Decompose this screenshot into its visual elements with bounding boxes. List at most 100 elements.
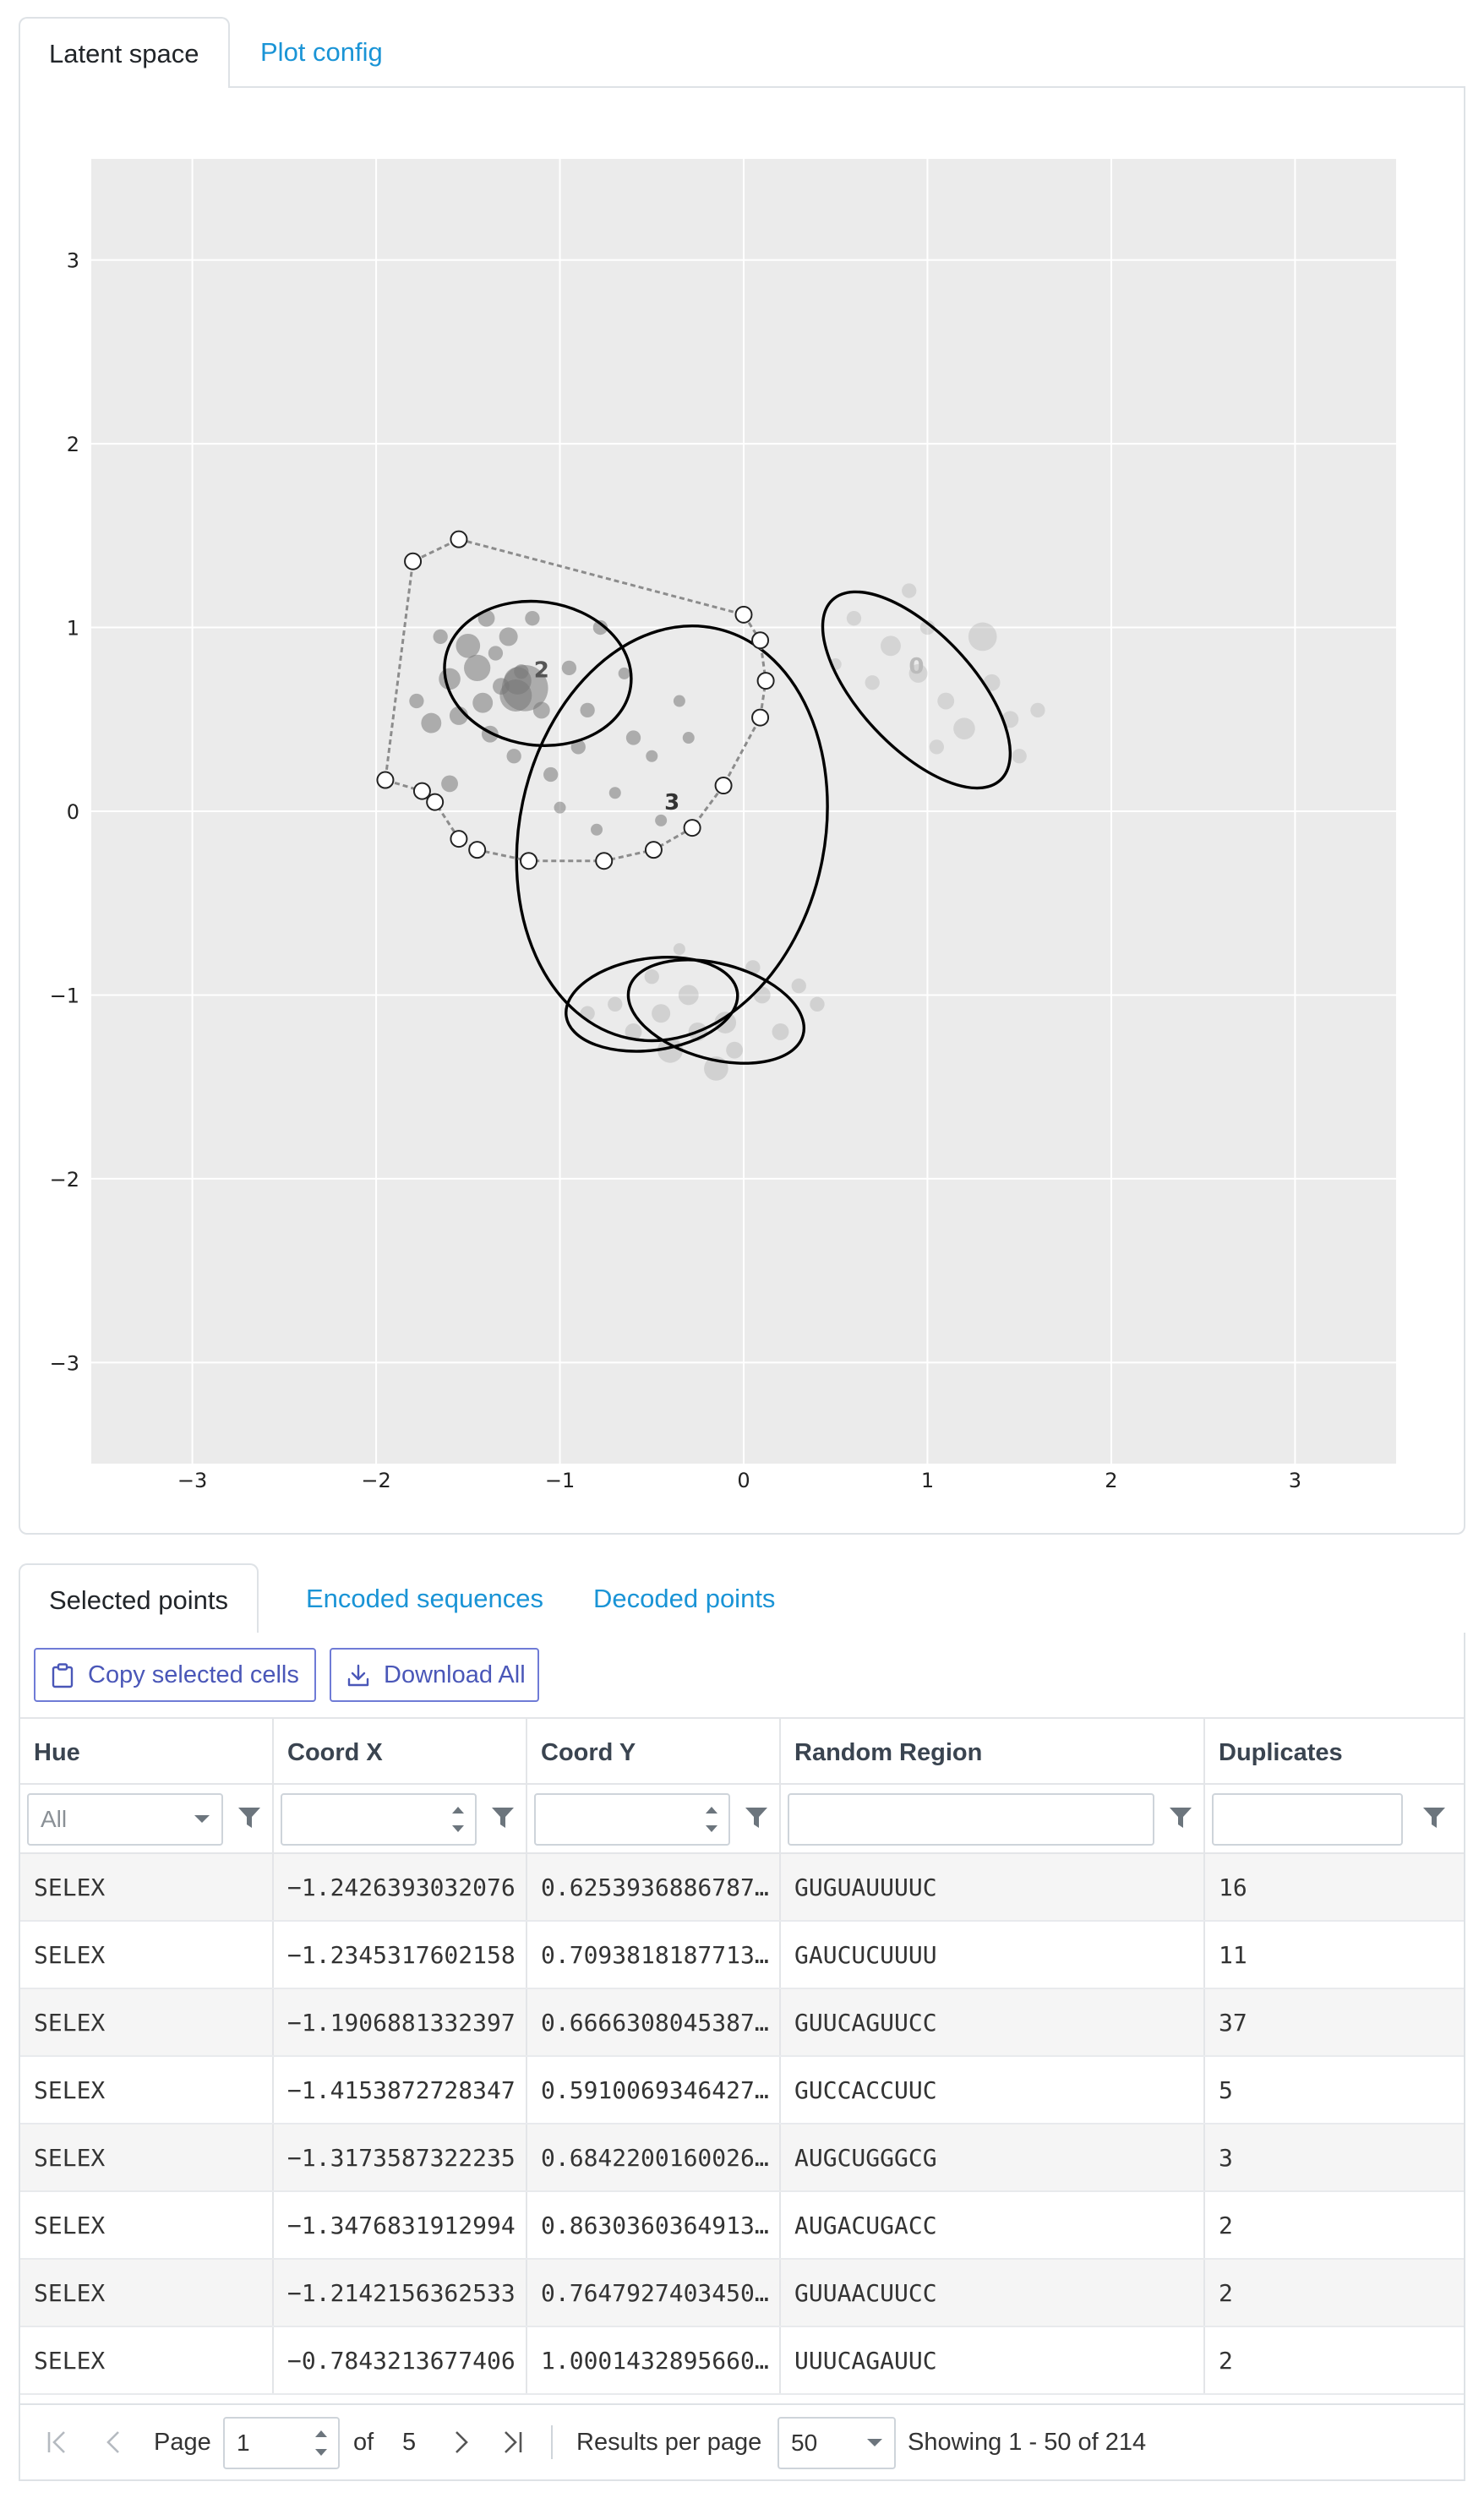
filter-icon[interactable] (490, 1805, 516, 1830)
data-point[interactable] (929, 739, 944, 755)
cell-hue[interactable]: SELEX (20, 2192, 274, 2258)
data-point[interactable] (652, 1004, 671, 1023)
data-point[interactable] (908, 663, 928, 683)
data-point[interactable] (570, 739, 586, 755)
cell-coord-y[interactable]: 0.709381818771362 (527, 1922, 781, 1988)
spinner-arrows-icon[interactable] (313, 2426, 330, 2460)
cell-duplicates[interactable]: 11 (1219, 1941, 1247, 1969)
coord-y-filter-input[interactable] (534, 1793, 730, 1846)
data-point[interactable] (591, 823, 603, 836)
filter-icon[interactable] (744, 1805, 769, 1830)
column-header-coord-y[interactable]: Coord Y (527, 1719, 781, 1785)
cell-duplicates[interactable]: 2 (1219, 2212, 1233, 2239)
data-point[interactable] (678, 984, 699, 1006)
cell-random-region[interactable]: AUGCUGGGCG (781, 2124, 1205, 2190)
lasso-vertex-handle[interactable] (751, 708, 770, 727)
data-point[interactable] (608, 787, 621, 799)
results-per-page-select[interactable]: 50 (777, 2417, 896, 2469)
data-point[interactable] (902, 583, 917, 598)
page-number-input[interactable]: 1 (223, 2417, 340, 2469)
data-point[interactable] (625, 1023, 642, 1040)
cell-duplicates[interactable]: 3 (1219, 2144, 1233, 2172)
cell-duplicates[interactable]: 5 (1219, 2076, 1233, 2104)
lasso-vertex-handle[interactable] (404, 552, 423, 570)
cell-hue[interactable]: SELEX (20, 2327, 274, 2393)
tab-plot-config[interactable]: Plot config (260, 37, 383, 67)
data-point[interactable] (644, 969, 659, 984)
data-point[interactable] (673, 695, 685, 707)
table-row[interactable]: SELEX −1.3173587322235 0.684220016002655 AU… (20, 2124, 1464, 2192)
last-page-icon[interactable] (499, 2429, 526, 2456)
lasso-vertex-handle[interactable] (412, 782, 431, 800)
first-page-icon[interactable] (44, 2429, 71, 2456)
data-point[interactable] (810, 996, 825, 1012)
data-point[interactable] (472, 692, 494, 713)
column-header-random-region[interactable]: Random Region (781, 1719, 1205, 1785)
data-point[interactable] (561, 660, 577, 676)
cell-coord-x[interactable]: −1.1906881332397 (274, 1989, 527, 2055)
cell-coord-x[interactable]: −1.2142156362533 (274, 2260, 527, 2326)
data-point[interactable] (608, 996, 623, 1012)
lasso-vertex-handle[interactable] (714, 777, 733, 795)
data-point[interactable] (488, 646, 504, 661)
data-point[interactable] (441, 775, 458, 793)
data-point[interactable] (543, 766, 559, 783)
cell-duplicates[interactable]: 16 (1219, 1874, 1247, 1901)
data-point[interactable] (477, 609, 495, 627)
data-point[interactable] (456, 633, 481, 658)
data-point[interactable] (501, 664, 548, 712)
cell-hue[interactable]: SELEX (20, 1854, 274, 1920)
table-row[interactable]: SELEX −1.3476831912994 0.863036036491394 AU… (20, 2192, 1464, 2260)
cell-coord-y[interactable]: 0.591006934642791 (527, 2057, 781, 2123)
data-point[interactable] (953, 717, 975, 739)
data-point[interactable] (421, 712, 442, 734)
data-point[interactable] (791, 978, 806, 994)
table-row[interactable]: SELEX −1.4153872728347 0.591006934642791 GU… (20, 2057, 1464, 2124)
cell-duplicates[interactable]: 2 (1219, 2347, 1233, 2375)
latent-space-scatter-plot[interactable]: 2 3 0 −3 −2 −1 0 1 2 3 −3 −2 −1 0 1 2 3 (20, 88, 1464, 1531)
duplicates-filter-input[interactable] (1212, 1793, 1403, 1846)
cell-random-region[interactable]: GUCCACCUUC (781, 2057, 1205, 2123)
cell-random-region[interactable]: GUGUAUUUUC (781, 1854, 1205, 1920)
cell-coord-x[interactable]: −1.4153872728347 (274, 2057, 527, 2123)
lasso-vertex-handle[interactable] (450, 530, 468, 548)
data-point[interactable] (493, 678, 510, 695)
data-point[interactable] (580, 702, 595, 718)
lasso-vertex-handle[interactable] (751, 631, 770, 650)
data-point[interactable] (881, 635, 901, 657)
table-row[interactable]: SELEX −1.2426393032076 0.625393688678741 GU… (20, 1854, 1464, 1922)
cell-coord-x[interactable]: −1.2345317602158 (274, 1922, 527, 1988)
cell-hue[interactable]: SELEX (20, 1989, 274, 2055)
cell-coord-y[interactable]: 0.863036036491394 (527, 2192, 781, 2258)
cell-duplicates[interactable]: 2 (1219, 2279, 1233, 2307)
data-point[interactable] (655, 814, 668, 826)
data-point[interactable] (625, 730, 641, 745)
coord-x-filter-input[interactable] (281, 1793, 477, 1846)
table-row[interactable]: SELEX −0.7843213677406 1.000143289566040 UU… (20, 2327, 1464, 2395)
cell-random-region[interactable]: GAUCUCUUUU (781, 1922, 1205, 1988)
data-point[interactable] (846, 611, 862, 626)
lasso-vertex-handle[interactable] (734, 605, 753, 624)
tab-encoded-sequences[interactable]: Encoded sequences (306, 1584, 543, 1613)
filter-icon[interactable] (237, 1805, 262, 1830)
data-point[interactable] (592, 619, 608, 635)
lasso-vertex-handle[interactable] (644, 841, 663, 859)
cell-coord-x[interactable]: −1.3173587322235 (274, 2124, 527, 2190)
cell-hue[interactable]: SELEX (20, 2124, 274, 2190)
data-point[interactable] (618, 667, 630, 679)
cell-random-region[interactable]: AUGACUGACC (781, 2192, 1205, 2258)
cell-coord-y[interactable]: 0.666630804538726 (527, 1989, 781, 2055)
spinner-arrows-icon[interactable] (450, 1803, 466, 1836)
data-point[interactable] (646, 750, 658, 762)
data-point[interactable] (1012, 749, 1027, 764)
cell-coord-x[interactable]: −1.2426393032076 (274, 1854, 527, 1920)
hue-filter-select[interactable]: All (27, 1793, 223, 1846)
data-point[interactable] (726, 1041, 744, 1059)
data-point[interactable] (682, 732, 695, 744)
cell-coord-y[interactable]: 0.684220016002655 (527, 2124, 781, 2190)
lasso-vertex-handle[interactable] (756, 672, 775, 690)
cell-coord-y[interactable]: 1.000143289566040 (527, 2327, 781, 2393)
column-header-coord-x[interactable]: Coord X (274, 1719, 527, 1785)
data-point[interactable] (1001, 711, 1019, 728)
lasso-vertex-handle[interactable] (520, 852, 538, 870)
